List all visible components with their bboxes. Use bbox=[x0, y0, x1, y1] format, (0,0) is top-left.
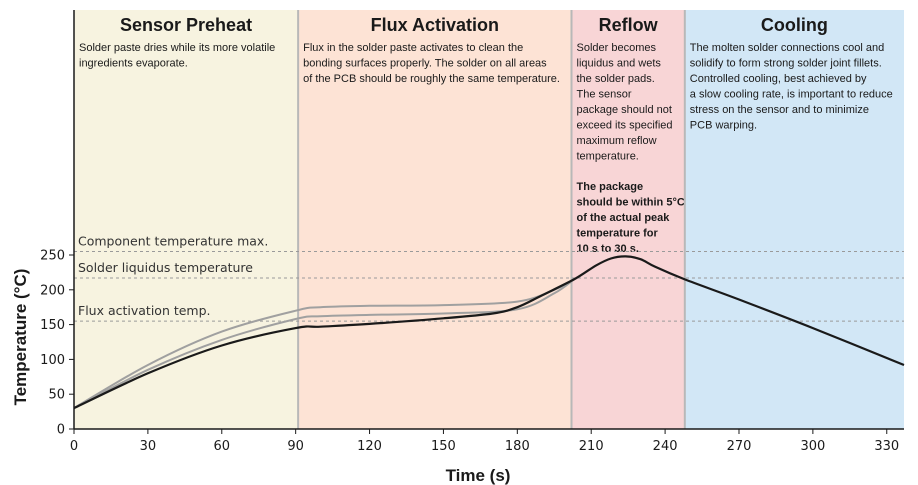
y-tick-label: 150 bbox=[40, 318, 65, 333]
zone-description-line: temperature. bbox=[577, 151, 639, 163]
x-tick-label: 90 bbox=[287, 439, 304, 454]
y-axis-title: Temperature (°C) bbox=[11, 269, 30, 406]
x-tick-label: 330 bbox=[874, 439, 899, 454]
x-tick-label: 0 bbox=[70, 439, 78, 454]
x-tick-label: 180 bbox=[505, 439, 530, 454]
zone-description-line: liquidus and wets bbox=[577, 58, 662, 70]
reference-lines-layer: Component temperature max. Solder liquidu… bbox=[74, 234, 904, 322]
zone-description-line: stress on the sensor and to minimize bbox=[690, 104, 869, 116]
zone-emphasis-line: should be within 5°C bbox=[577, 197, 685, 209]
zone-description-line: The sensor bbox=[577, 89, 632, 101]
zone-description-line: solidify to form strong solder joint fil… bbox=[690, 58, 882, 70]
y-tick-label: 0 bbox=[57, 423, 65, 438]
zone-description-line: The molten solder connections cool and bbox=[690, 42, 884, 54]
zone-description-line: exceed its specified bbox=[577, 120, 673, 132]
zone-background bbox=[74, 10, 299, 429]
series-line-limit bbox=[73, 278, 575, 409]
zone-description-line: the solder pads. bbox=[577, 73, 655, 85]
zone-description-line: Solder paste dries while its more volati… bbox=[79, 42, 275, 54]
x-axis-title: Time (s) bbox=[446, 466, 511, 485]
zone-description-line: a slow cooling rate, is important to red… bbox=[690, 89, 893, 101]
zone-description-line: Flux in the solder paste activates to cl… bbox=[303, 42, 523, 54]
zone-description-line: of the PCB should be roughly the same te… bbox=[303, 73, 560, 85]
series-line-limit bbox=[73, 278, 575, 409]
zones-layer: Sensor Preheat Solder paste dries while i… bbox=[74, 10, 904, 429]
zone-title: Cooling bbox=[761, 15, 828, 35]
y-tick-label: 250 bbox=[40, 249, 65, 264]
zone-description-line: ingredients evaporate. bbox=[79, 58, 188, 70]
zone-description-line: PCB warping. bbox=[690, 120, 757, 132]
zone-title: Reflow bbox=[599, 15, 659, 35]
zone-emphasis-line: 10 s to 30 s. bbox=[577, 243, 639, 255]
x-tick-label: 300 bbox=[800, 439, 825, 454]
x-tick-label: 210 bbox=[579, 439, 604, 454]
zone-title: Sensor Preheat bbox=[120, 15, 252, 35]
x-tick-label: 60 bbox=[214, 439, 231, 454]
zone-background bbox=[571, 10, 685, 429]
zone-description-line: maximum reflow bbox=[577, 135, 657, 147]
series-line-profile bbox=[73, 255, 905, 410]
zone-background bbox=[684, 10, 904, 429]
reference-line-label: Component temperature max. bbox=[78, 234, 268, 249]
x-tick-label: 120 bbox=[357, 439, 382, 454]
zone-description-line: Controlled cooling, best achieved by bbox=[690, 73, 867, 85]
reference-line-label: Flux activation temp. bbox=[78, 303, 211, 318]
x-tick-label: 240 bbox=[653, 439, 678, 454]
y-tick-label: 200 bbox=[40, 283, 65, 298]
zone-title: Flux Activation bbox=[371, 15, 499, 35]
reference-line-label: Solder liquidus temperature bbox=[78, 260, 253, 275]
y-tick-label: 100 bbox=[40, 353, 65, 368]
zone-background bbox=[298, 10, 572, 429]
zone-emphasis-line: of the actual peak bbox=[577, 212, 671, 224]
zone-description-line: package should not bbox=[577, 104, 672, 116]
x-tick-label: 270 bbox=[727, 439, 752, 454]
axes-layer: 0 30 60 90 120 150 180 210 240 270 300 330 0 50 100 150… bbox=[40, 10, 904, 454]
x-tick-label: 150 bbox=[431, 439, 456, 454]
zone-emphasis-line: The package bbox=[577, 181, 644, 193]
y-tick-label: 50 bbox=[48, 388, 65, 403]
series-layer bbox=[73, 255, 905, 410]
x-tick-label: 30 bbox=[140, 439, 157, 454]
zone-description-line: Solder becomes bbox=[577, 42, 657, 54]
zone-description-line: bonding surfaces properly. The solder on… bbox=[303, 58, 547, 70]
zone-emphasis-line: temperature for bbox=[577, 228, 659, 240]
